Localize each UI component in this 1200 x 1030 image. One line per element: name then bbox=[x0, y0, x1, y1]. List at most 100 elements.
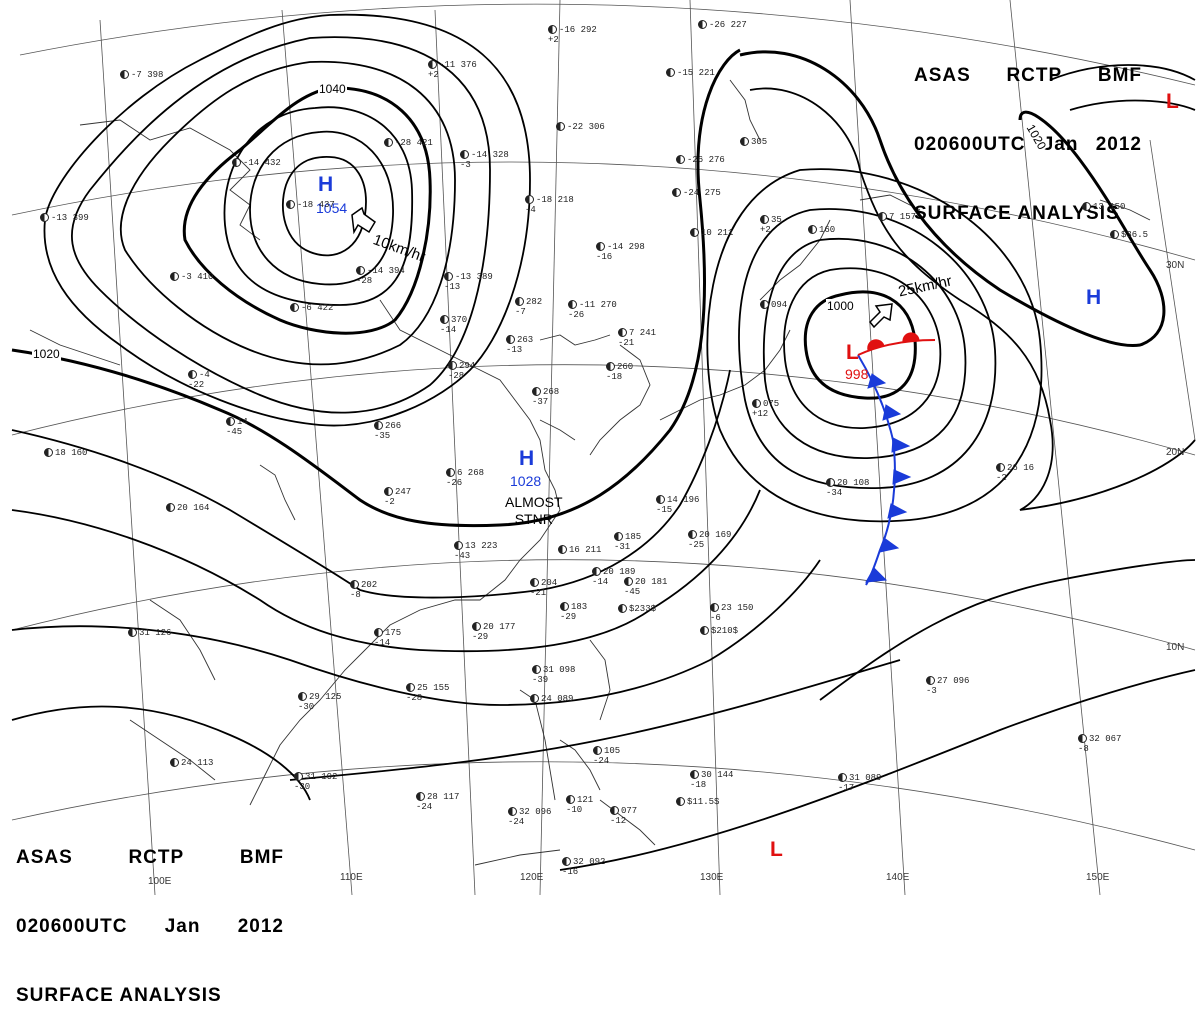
cloud-cover-icon bbox=[384, 138, 393, 148]
station-value: -26 bbox=[446, 478, 484, 488]
station-text: 14 196 bbox=[667, 495, 700, 505]
station-value: -13 399 bbox=[40, 213, 89, 223]
station-value: +2 bbox=[760, 225, 782, 235]
station-value: -14 328 bbox=[460, 150, 509, 160]
station-plot: 18 160 bbox=[44, 448, 87, 458]
station-value: +2 bbox=[428, 70, 477, 80]
cloud-cover-icon bbox=[618, 604, 627, 614]
station-value: -22 bbox=[188, 380, 210, 390]
station-plot: 263 -13 bbox=[506, 335, 533, 355]
station-value: -15 221 bbox=[666, 68, 715, 78]
station-text: -35 bbox=[374, 431, 391, 441]
station-value: 20 164 bbox=[166, 503, 209, 513]
station-value: 20 189 bbox=[592, 567, 635, 577]
station-plot: -6 422 bbox=[290, 303, 333, 313]
station-text: -26 276 bbox=[687, 155, 725, 165]
isobar-label: 1040 bbox=[318, 82, 347, 96]
cloud-cover-icon bbox=[926, 676, 935, 686]
stationary-note-line1: ALMOST bbox=[505, 494, 563, 510]
longitude-label: 150E bbox=[1086, 872, 1110, 883]
cloud-cover-icon bbox=[1082, 202, 1091, 212]
cloud-cover-icon bbox=[232, 158, 241, 168]
station-value: 268 bbox=[532, 387, 559, 397]
station-plot: 30 144 -18 bbox=[690, 770, 733, 790]
station-text: -43 bbox=[454, 551, 471, 561]
station-text: 105 bbox=[604, 746, 621, 756]
station-value: -16 bbox=[596, 252, 645, 262]
cloud-cover-icon bbox=[128, 628, 137, 638]
high-center-pressure: 1054 bbox=[316, 200, 348, 216]
station-value: 077 bbox=[610, 806, 637, 816]
station-text: -28 bbox=[356, 276, 373, 286]
cloud-cover-icon bbox=[384, 487, 393, 497]
station-text: 263 bbox=[517, 335, 534, 345]
station-text: -24 bbox=[416, 802, 433, 812]
station-text: -18 bbox=[690, 780, 707, 790]
station-value: -10 bbox=[566, 805, 593, 815]
station-text: 20 108 bbox=[837, 478, 870, 488]
station-text: -18 bbox=[606, 372, 623, 382]
station-plot: -11 270 -26 bbox=[568, 300, 617, 320]
station-plot: 7 241 -21 bbox=[618, 328, 656, 348]
station-value: -18 bbox=[606, 372, 633, 382]
station-plot: 7 157 bbox=[878, 212, 916, 222]
station-text: 23 150 bbox=[721, 603, 754, 613]
station-value: 7 241 bbox=[618, 328, 656, 338]
station-value: -45 bbox=[624, 587, 667, 597]
station-value: -26 276 bbox=[676, 155, 725, 165]
station-text: -30 bbox=[294, 782, 311, 792]
station-value: 32 096 bbox=[508, 807, 551, 817]
station-value: 30 144 bbox=[690, 770, 733, 780]
station-plot: -14 328 -3 bbox=[460, 150, 509, 170]
station-text: -4 bbox=[199, 370, 210, 380]
station-value: -24 bbox=[593, 756, 620, 766]
station-value: -28 421 bbox=[384, 138, 433, 148]
cloud-cover-icon bbox=[294, 772, 303, 782]
station-value: 32 067 bbox=[1078, 734, 1121, 744]
station-value: -7 398 bbox=[120, 70, 163, 80]
station-text: -21 bbox=[618, 338, 635, 348]
cloud-cover-icon bbox=[166, 503, 175, 513]
station-plot: 35 +2 bbox=[760, 215, 782, 235]
latitude-label: 30N bbox=[1166, 260, 1185, 271]
station-text: -14 328 bbox=[471, 150, 509, 160]
isobar-label: 1000 bbox=[826, 299, 855, 313]
station-value: 13 223 bbox=[454, 541, 497, 551]
station-text: -28 bbox=[406, 693, 423, 703]
station-value: -2 bbox=[996, 473, 1034, 483]
high-center-symbol: H bbox=[318, 173, 334, 196]
cloud-cover-icon bbox=[996, 463, 1005, 473]
cloud-cover-icon bbox=[614, 532, 623, 542]
station-value: 25 155 bbox=[406, 683, 449, 693]
station-value: 370 bbox=[440, 315, 467, 325]
cloud-cover-icon bbox=[226, 417, 235, 427]
station-value: -14 bbox=[592, 577, 635, 587]
station-plot: 31 126 bbox=[128, 628, 171, 638]
cloud-cover-icon bbox=[188, 370, 197, 380]
station-value: 24 089 bbox=[530, 694, 573, 704]
station-text: 094 bbox=[771, 300, 788, 310]
station-text: -25 bbox=[688, 540, 705, 550]
header-year: 2012 bbox=[237, 916, 284, 937]
station-value: 6 268 bbox=[446, 468, 484, 478]
station-value: -4 bbox=[525, 205, 574, 215]
cloud-cover-icon bbox=[286, 200, 295, 210]
station-value: -13 389 bbox=[444, 272, 493, 282]
station-plot: 20 189 -14 bbox=[592, 567, 635, 587]
station-text: 35 bbox=[771, 215, 782, 225]
station-text: -18 437 bbox=[297, 200, 335, 210]
station-text: 26 16 bbox=[1007, 463, 1035, 473]
station-text: 31 098 bbox=[543, 665, 576, 675]
cloud-cover-icon bbox=[690, 228, 699, 238]
station-value: -14 bbox=[440, 325, 467, 335]
station-value: -43 bbox=[454, 551, 497, 561]
station-text: 20 189 bbox=[603, 567, 636, 577]
station-text: 18 160 bbox=[55, 448, 88, 458]
cloud-cover-icon bbox=[440, 315, 449, 325]
cold-front bbox=[857, 354, 912, 586]
station-text: 10 211 bbox=[701, 228, 734, 238]
station-text: -16 292 bbox=[559, 25, 597, 35]
station-value: 31 102 bbox=[294, 772, 337, 782]
station-plot: 185 -31 bbox=[614, 532, 641, 552]
station-value: -39 bbox=[532, 675, 575, 685]
